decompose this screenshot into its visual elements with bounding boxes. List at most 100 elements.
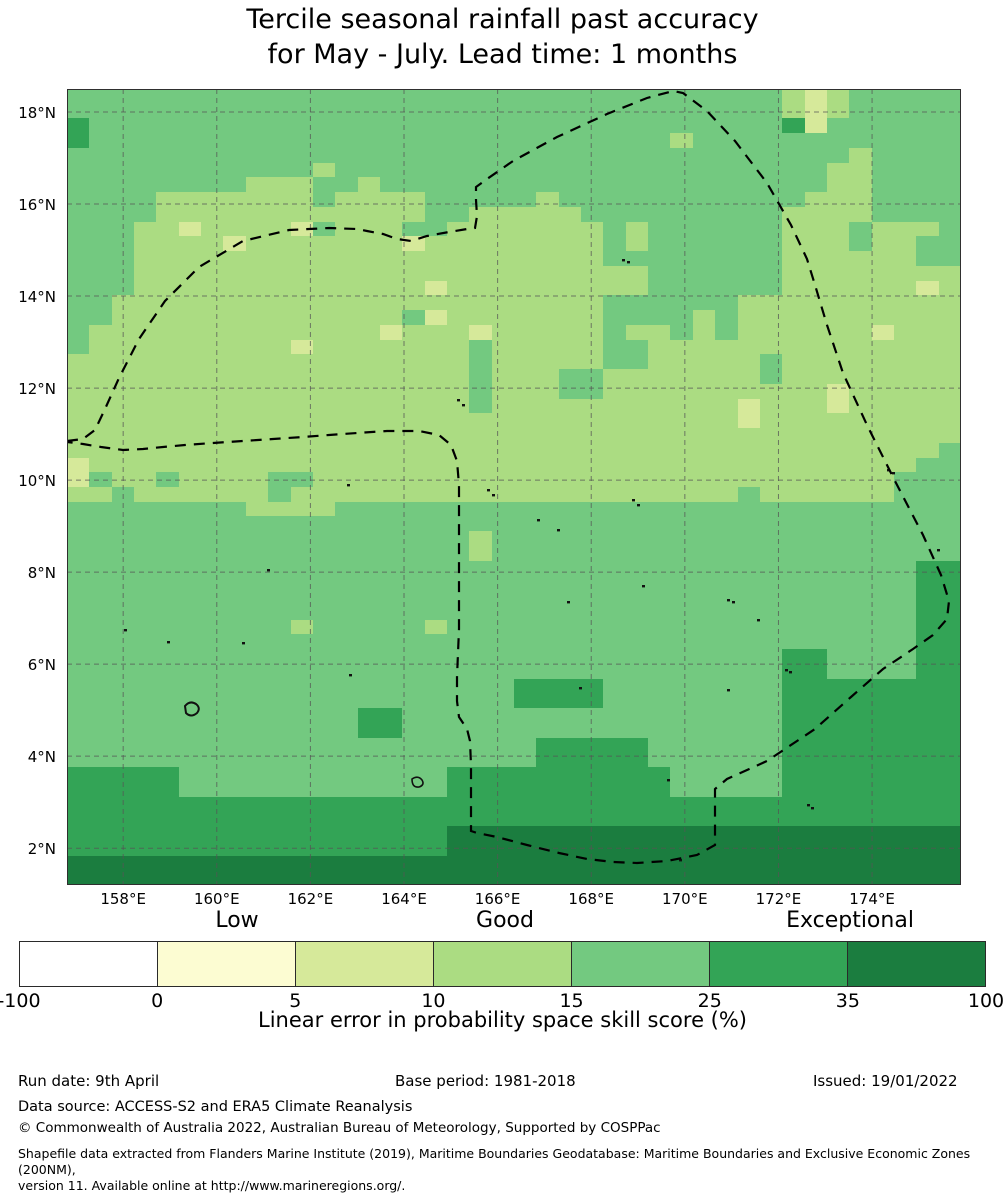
heatmap-cell <box>67 737 537 753</box>
heatmap-cell <box>916 236 961 252</box>
heatmap-cell <box>826 103 850 120</box>
heatmap-cell <box>469 531 493 547</box>
heatmap-cell <box>424 206 470 223</box>
heatmap-cell <box>759 354 783 370</box>
heatmap-cell <box>67 265 135 282</box>
colorbar[interactable] <box>19 941 986 987</box>
heatmap-cell <box>335 162 828 179</box>
heatmap-cell <box>134 265 649 282</box>
heatmap-cell <box>759 487 895 503</box>
heatmap-cell <box>67 442 940 459</box>
heatmap-cell <box>67 693 515 709</box>
heatmap-cell <box>223 236 247 252</box>
heatmap-cell <box>290 619 314 635</box>
heatmap-cell <box>67 206 157 223</box>
heatmap-cell <box>826 398 850 414</box>
heatmap-cell <box>826 162 873 179</box>
heatmap-cell <box>514 678 604 694</box>
heatmap-cell <box>67 516 961 532</box>
heatmap-cell <box>312 619 426 635</box>
heatmap-cell <box>782 369 961 385</box>
heatmap-cell <box>826 177 873 193</box>
heatmap-cell <box>312 221 336 237</box>
heatmap-cell <box>67 428 961 444</box>
colorbar-segment <box>571 942 709 986</box>
heatmap-cell <box>379 324 403 341</box>
heatmap-cell <box>446 826 961 842</box>
heatmap-cell <box>648 354 761 370</box>
heatmap-cell <box>849 103 961 120</box>
heatmap-cell <box>826 118 961 134</box>
y-tick-label: 10°N <box>18 472 56 491</box>
heatmap-cell <box>67 649 783 665</box>
heatmap-cell <box>782 663 828 680</box>
heatmap-cell <box>804 118 828 134</box>
cbar-label-good: Good <box>476 908 534 933</box>
heatmap-cell <box>67 118 90 134</box>
coastline-marks <box>124 259 940 862</box>
heatmap-cell <box>67 280 135 296</box>
heatmap-cell <box>670 781 783 798</box>
colorbar-tick-label: 5 <box>289 990 302 1012</box>
heatmap-cell <box>178 781 448 798</box>
colorbar-segment <box>433 942 571 986</box>
heatmap-cell <box>648 339 961 355</box>
heatmap-cell <box>111 295 604 311</box>
heatmap-cell <box>290 339 314 355</box>
heatmap-cell <box>67 369 470 385</box>
heatmap-cell <box>67 590 917 606</box>
heatmap-cell <box>737 310 961 326</box>
heatmap-cell <box>804 192 873 208</box>
heatmap-cell <box>446 221 604 237</box>
heatmap-cell <box>290 221 314 237</box>
heatmap-cell <box>134 251 604 267</box>
x-tick-label: 174°E <box>849 890 895 908</box>
colorbar-segment <box>709 942 847 986</box>
heatmap-cell <box>603 678 783 694</box>
heatmap-cell <box>67 251 135 267</box>
heatmap-cell <box>759 398 828 414</box>
heatmap-cell <box>268 472 314 488</box>
heatmap-cell <box>469 339 493 355</box>
heatmap-cell <box>67 560 917 577</box>
heatmap-cell <box>782 649 828 665</box>
heatmap-cell <box>312 177 359 193</box>
heatmap-cells <box>67 89 961 885</box>
heatmap-cell <box>849 398 961 414</box>
heatmap-cell <box>67 855 961 871</box>
heatmap-cell <box>737 413 761 429</box>
heatmap-cell <box>156 206 426 223</box>
heatmap-cell <box>491 324 604 341</box>
heatmap-cell <box>89 457 917 473</box>
heatmap-cell <box>67 221 135 237</box>
heatmap-cell <box>469 369 493 385</box>
copyright-notice: © Commonwealth of Australia 2022, Austra… <box>18 1120 661 1136</box>
heatmap-cell <box>871 147 961 164</box>
heatmap-cell <box>89 133 672 149</box>
heatmap-cell <box>67 678 515 694</box>
heatmap-cell <box>603 221 627 237</box>
heatmap-cell <box>692 324 716 341</box>
heatmap-cell <box>491 339 604 355</box>
heatmap-cell <box>916 649 961 665</box>
heatmap-cell <box>67 663 783 680</box>
heatmap-cell <box>67 604 917 621</box>
heatmap-cell <box>67 89 783 105</box>
heatmap-cell <box>446 280 649 296</box>
heatmap-cell <box>67 354 470 370</box>
heatmap-cell <box>670 324 694 341</box>
heatmap-cell <box>67 339 90 355</box>
heatmap-cell <box>491 531 961 547</box>
heatmap-cell <box>134 236 225 252</box>
heatmap-cell <box>67 324 90 341</box>
heatmap-cell <box>603 324 627 341</box>
heatmap-cell <box>134 487 269 503</box>
issued-date: Issued: 19/01/2022 <box>813 1072 958 1090</box>
x-tick-label: 164°E <box>381 890 427 908</box>
heatmap-cell <box>134 280 426 296</box>
colorbar-tick-label: 0 <box>151 990 164 1012</box>
heatmap-cell <box>67 133 90 149</box>
x-tick-label: 160°E <box>193 890 240 908</box>
heatmap-cell <box>782 118 806 134</box>
heatmap-cell <box>648 280 783 296</box>
